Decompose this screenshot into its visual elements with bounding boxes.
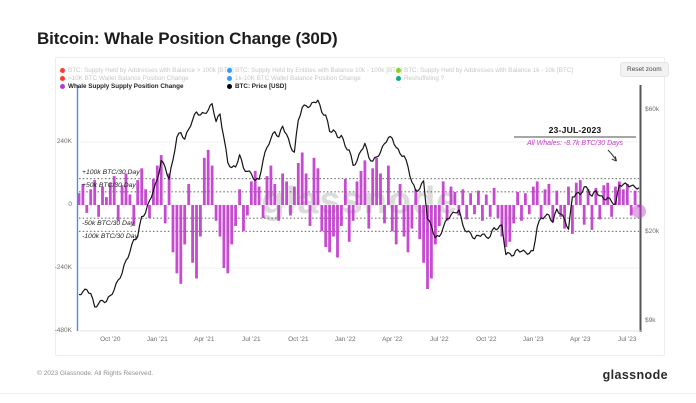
right-axis-tick: $9k [645,316,656,324]
legend-series-dot-icon [227,76,232,81]
legend-item[interactable]: Reshuffeling ? [396,75,573,82]
legend-item-label: BTC: Price [USD] [235,83,287,90]
axis-lines [76,85,642,332]
legend-item[interactable]: BTC: Supply Held by Addresses with Balan… [60,67,234,74]
annotation-note: All Whales: -8.7k BTC/30 Days [526,139,624,147]
reference-line-label: -100k BTC/30 Day [82,233,138,241]
legend-item-label: Whale Supply Supply Position Change [68,83,184,90]
legend-item-label: BTC: Supply Held by Addresses with Balan… [68,67,234,74]
whale-position-bars-series[interactable] [77,149,641,289]
right-axis-tick: $20k [645,228,660,235]
legend-item-label: ... [396,83,402,90]
copyright-text: © 2023 Glassnode. All Rights Reserved. [37,370,154,377]
legend-item-label: Reshuffeling ? [404,75,445,82]
legend-item-label: BTC: Supply Held by Addresses with Balan… [404,67,574,74]
x-axis-tick: Jan '22 [334,336,356,343]
x-axis-tick: Apr '22 [382,336,403,343]
btc-price-line-series[interactable] [78,99,640,308]
glassnode-logo: glassnode [602,368,668,382]
x-axis-tick: Apr '21 [194,336,215,343]
reference-line-label: -50k BTC/30 Day [82,220,135,228]
legend-item[interactable]: BTC: Supply Held by Entities with Balanc… [227,67,402,74]
legend-item[interactable]: BTC: Supply Held by Addresses with Balan… [396,67,573,74]
x-axis-tick: Jul '23 [617,336,637,343]
legend-column: BTC: Supply Held by Entities with Balanc… [227,67,402,90]
legend-item[interactable]: 1k-10K BTC Wallet Balance Position Chang… [227,75,402,82]
left-axis-tick: -240K [54,264,72,271]
reference-line-label: +100k BTC/30 Day [82,169,140,177]
annotation-arrow-and-marker [607,149,646,219]
left-axis-tick: -480K [54,327,72,334]
x-axis-tick: Oct '22 [476,336,497,343]
legend-series-dot-icon [60,84,65,89]
x-axis-tick: Jul '22 [429,336,449,343]
annotation-underline [514,136,636,138]
legend-item-label: >10K BTC Wallet Balance Position Change [68,75,189,82]
x-axis-tick: Oct '20 [100,336,121,343]
left-axis-tick: 240K [56,138,72,145]
legend-series-dot-icon [227,68,232,73]
x-axis-tick: Jan '23 [522,336,544,343]
x-axis-tick: Oct '21 [288,336,309,343]
legend-series-dot-icon [227,84,232,89]
reference-line-label: +50k BTC/30 Day [82,182,136,190]
legend-item[interactable]: >10K BTC Wallet Balance Position Change [60,75,234,82]
legend-series-dot-icon [396,68,401,73]
legend-item-label: 1k-10K BTC Wallet Balance Position Chang… [235,75,361,82]
annotation-date: 23-JUL-2023 [548,125,602,135]
bottom-divider [0,393,696,394]
annotation-callout: 23-JUL-2023 All Whales: -8.7k BTC/30 Day… [514,125,636,147]
legend-column: BTC: Supply Held by Addresses with Balan… [60,67,234,90]
page-title: Bitcoin: Whale Position Change (30D) [37,29,338,48]
legend-series-dot-icon [60,68,65,73]
legend-series-dot-icon [396,76,401,81]
legend-item[interactable]: Whale Supply Supply Position Change [60,83,234,90]
x-axis-tick: Jul '21 [242,336,261,343]
left-axis-tick: 0 [68,201,72,208]
legend-column: BTC: Supply Held by Addresses with Balan… [396,67,573,90]
x-axis-tick: Apr '23 [570,336,591,343]
right-axis-tick: $60k [645,105,660,113]
legend-item-label: BTC: Supply Held by Entities with Balanc… [235,67,403,74]
legend-item[interactable]: ... [396,83,573,90]
gridlines [79,141,639,332]
legend-series-dot-icon [60,76,65,81]
legend-item[interactable]: BTC: Price [USD] [227,83,402,90]
x-axis-tick: Jan '21 [146,336,168,343]
reset-zoom-button[interactable]: Reset zoom [620,62,669,77]
